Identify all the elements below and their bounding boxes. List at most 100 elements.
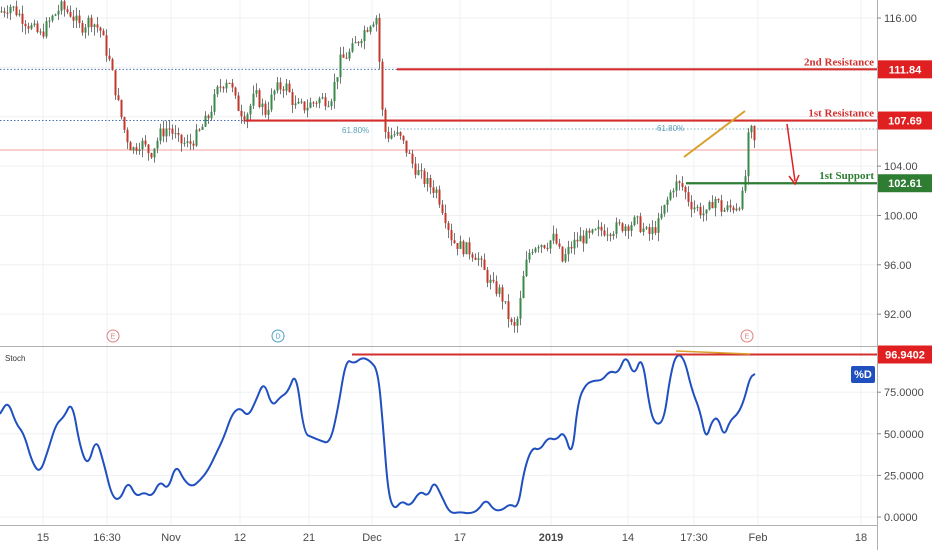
- time-tick-label: Dec: [362, 532, 382, 544]
- candle-body: [21, 13, 24, 24]
- event-marker-letter: E: [745, 334, 750, 341]
- candle-body: [177, 133, 180, 135]
- candle-body: [228, 82, 231, 84]
- stochastic-pane: Stoch %D: [0, 350, 877, 515]
- candle-body: [300, 101, 303, 103]
- candle-body: [540, 245, 543, 248]
- candle-body: [240, 110, 243, 117]
- candle-body: [381, 61, 384, 110]
- candle-body: [372, 24, 375, 27]
- stoch-tick-label: 75.0000: [884, 387, 924, 399]
- candle-body: [726, 205, 729, 211]
- candle-body: [447, 223, 450, 230]
- candle-body: [204, 115, 207, 127]
- candle-body: [528, 252, 531, 260]
- candle-body: [483, 259, 486, 270]
- candle-body: [18, 13, 21, 16]
- candle-body: [324, 97, 327, 107]
- event-marker[interactable]: [106, 329, 120, 343]
- candle-body: [741, 190, 744, 209]
- candle-body: [255, 90, 258, 94]
- candle-body: [3, 11, 6, 13]
- candle-body: [753, 125, 756, 141]
- candle-body: [27, 26, 30, 29]
- candle-body: [351, 43, 354, 52]
- candle-body: [288, 83, 291, 93]
- candle-body: [543, 245, 546, 248]
- candle-body: [534, 248, 537, 252]
- down-arrow-head: [788, 174, 800, 186]
- candle-body: [213, 94, 216, 112]
- candlestick-series: [0, 0, 756, 333]
- candle-body: [489, 279, 492, 283]
- candle-body: [39, 31, 42, 33]
- event-marker[interactable]: [271, 329, 285, 343]
- candle-body: [630, 225, 633, 231]
- candle-body: [648, 227, 651, 234]
- candle-body: [249, 105, 252, 115]
- candle-body: [417, 170, 420, 175]
- candle-body: [42, 31, 45, 37]
- candle-body: [192, 143, 195, 146]
- candle-body: [738, 208, 741, 210]
- candle-body: [399, 132, 402, 136]
- candle-body: [9, 6, 12, 14]
- candle-body: [0, 11, 3, 13]
- candle-body: [501, 287, 504, 302]
- candle-body: [591, 229, 594, 233]
- candle-body: [234, 87, 237, 96]
- candle-body: [414, 163, 417, 175]
- candle-body: [186, 141, 189, 143]
- candle-body: [306, 107, 309, 111]
- candle-body: [657, 218, 660, 233]
- candle-body: [78, 15, 81, 24]
- candle-body: [477, 258, 480, 260]
- candle-body: [579, 235, 582, 242]
- candle-body: [531, 251, 534, 253]
- candle-body: [705, 209, 708, 214]
- candle-body: [291, 92, 294, 106]
- stoch-indicator-name: Stoch: [5, 354, 25, 363]
- time-tick-label: 18: [855, 532, 867, 544]
- candle-body: [63, 1, 66, 10]
- candle-body: [24, 23, 27, 27]
- resistance-2-box: [878, 60, 932, 79]
- candle-body: [618, 222, 621, 224]
- fib-label-left: 61.80%: [342, 126, 369, 135]
- candle-body: [57, 10, 60, 15]
- candle-body: [567, 246, 570, 255]
- candle-body: [363, 30, 366, 42]
- candle-body: [516, 318, 519, 326]
- candle-body: [72, 16, 75, 21]
- candle-body: [264, 103, 267, 115]
- candle-body: [627, 226, 630, 231]
- candle-body: [201, 126, 204, 130]
- candle-body: [129, 142, 132, 151]
- event-marker[interactable]: [740, 329, 754, 343]
- candle-body: [495, 281, 498, 294]
- candle-body: [660, 213, 663, 219]
- candle-body: [420, 170, 423, 172]
- candle-body: [123, 117, 126, 130]
- candle-body: [651, 227, 654, 234]
- candle-body: [570, 246, 573, 249]
- candle-body: [327, 106, 330, 108]
- candle-body: [474, 257, 477, 260]
- candle-body: [33, 23, 36, 26]
- candle-body: [237, 95, 240, 111]
- candle-body: [423, 170, 426, 184]
- candle-body: [81, 23, 84, 33]
- price-tick-label: 116.00: [884, 13, 917, 25]
- candle-body: [165, 128, 168, 137]
- candle-body: [330, 101, 333, 107]
- candle-body: [147, 144, 150, 154]
- candle-body: [735, 208, 738, 211]
- candle-body: [525, 259, 528, 277]
- candle-body: [282, 89, 285, 91]
- candle-body: [222, 87, 225, 89]
- candle-body: [717, 199, 720, 201]
- candle-body: [258, 90, 261, 108]
- candle-body: [498, 287, 501, 294]
